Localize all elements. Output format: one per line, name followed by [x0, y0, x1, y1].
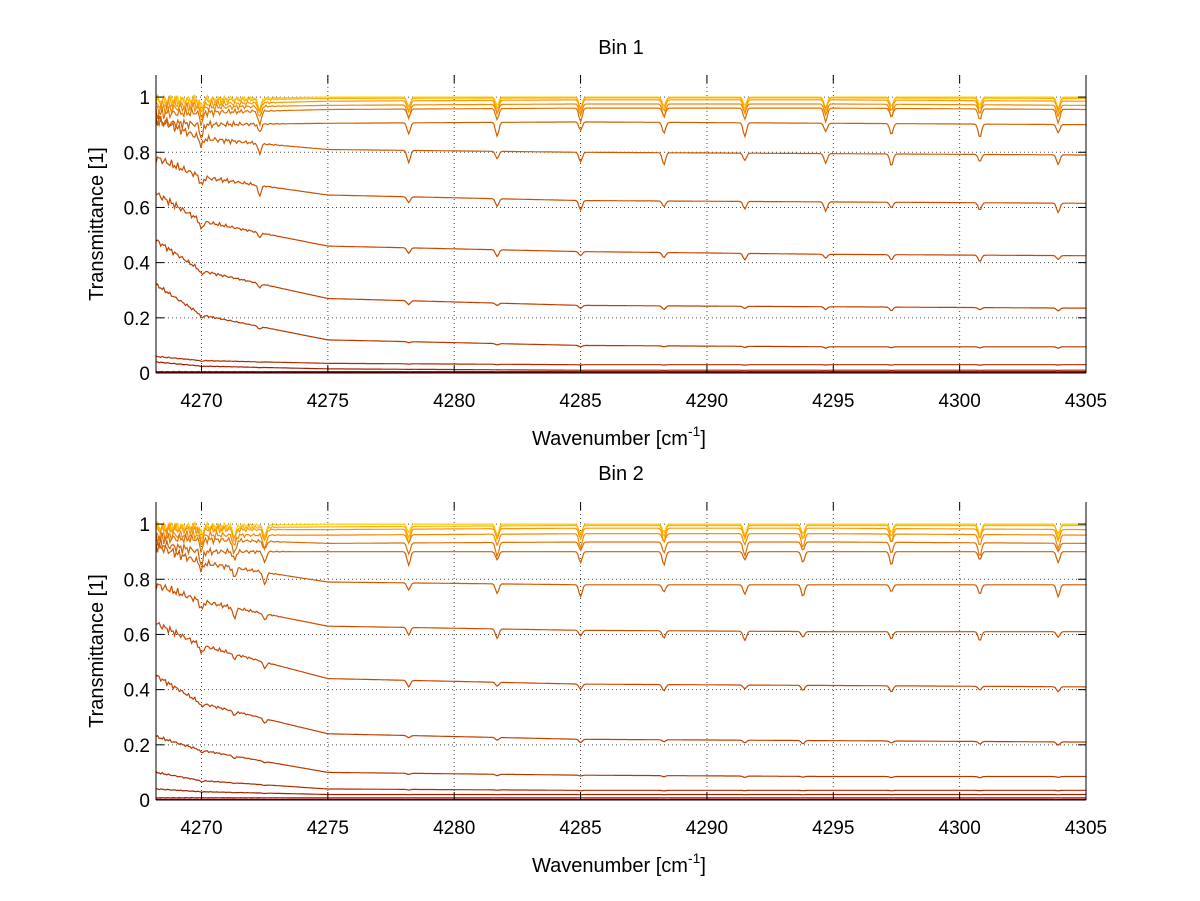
x-axis-label-end: ]	[700, 428, 706, 450]
plot-area	[156, 502, 1086, 800]
x-axis-label: Wavenumber [cm-1]	[532, 850, 706, 877]
series-line	[156, 107, 1086, 128]
x-tick-label: 4285	[559, 818, 601, 839]
x-axis-label-superscript: -1	[688, 850, 701, 866]
x-tick-label: 4295	[812, 818, 854, 839]
x-tick-label: 4290	[686, 391, 728, 412]
x-tick-label: 4280	[433, 818, 475, 839]
y-tick-label: 0.4	[124, 681, 151, 702]
y-tick-label: 1	[139, 515, 150, 536]
x-tick-label: 4305	[1065, 391, 1107, 412]
plot-area	[156, 75, 1086, 373]
x-axis-label: Wavenumber [cm-1]	[532, 423, 706, 450]
x-tick-label: 4280	[433, 391, 475, 412]
series-line	[156, 94, 1086, 115]
x-tick-label: 4275	[307, 391, 349, 412]
series-line	[156, 371, 1086, 373]
x-tick-label: 4295	[812, 391, 854, 412]
series-line	[156, 734, 1086, 779]
series-line	[156, 370, 1086, 373]
x-tick-label: 4305	[1065, 818, 1107, 839]
y-axis-label: Transmittance [1]	[86, 147, 108, 301]
chart-panel-2: 4270 4275 4280 4285 4290 4295 4300 4305 0 0.2 0.4 0…	[86, 463, 1107, 877]
series-line	[156, 521, 1086, 542]
x-tick-label: 4285	[559, 391, 601, 412]
series-line	[156, 355, 1086, 366]
chart-panel-1: 4270 4275 4280 4285 4290 4295 4300 4305 0 0.2 0.4 0…	[86, 37, 1107, 450]
x-axis-label-end: ]	[700, 855, 706, 877]
y-tick-label: 0	[139, 791, 150, 812]
series-line	[156, 674, 1086, 746]
series-line	[156, 523, 1086, 546]
y-tick-label: 0.2	[124, 309, 150, 330]
x-axis-label-superscript: -1	[688, 423, 701, 439]
series-line	[156, 788, 1086, 796]
y-axis-label: Transmittance [1]	[86, 574, 108, 728]
series-line	[156, 528, 1086, 552]
series-line	[156, 115, 1086, 139]
chart-title: Bin 2	[598, 463, 644, 485]
series-group	[156, 520, 1086, 800]
series-line	[156, 798, 1086, 800]
series-line	[156, 537, 1086, 568]
x-axis-label-text: Wavenumber [cm	[532, 855, 688, 877]
series-line	[156, 192, 1086, 262]
x-tick-label: 4300	[939, 818, 981, 839]
x-tick-label: 4300	[939, 391, 981, 412]
series-line	[156, 796, 1086, 799]
x-tick-label: 4275	[307, 818, 349, 839]
x-axis-label-text: Wavenumber [cm	[532, 428, 688, 450]
series-line	[156, 361, 1086, 372]
series-line	[156, 520, 1086, 542]
series-line	[156, 621, 1086, 693]
y-tick-label: 0.8	[124, 143, 150, 164]
y-tick-label: 1	[139, 88, 150, 109]
y-tick-label: 0.4	[124, 254, 151, 275]
series-line	[156, 100, 1086, 121]
y-tick-label: 0.6	[124, 625, 150, 646]
series-line	[156, 239, 1086, 312]
series-line	[156, 583, 1086, 642]
x-tick-label: 4290	[686, 818, 728, 839]
series-line	[156, 532, 1086, 559]
x-tick-label: 4270	[180, 818, 222, 839]
chart-title: Bin 1	[598, 37, 644, 59]
y-tick-label: 0.8	[124, 570, 150, 591]
y-tick-label: 0.6	[124, 198, 150, 219]
series-line	[156, 93, 1086, 113]
series-group	[156, 93, 1086, 373]
y-tick-label: 0.2	[124, 736, 150, 757]
x-tick-label: 4270	[180, 391, 222, 412]
series-line	[156, 542, 1086, 599]
series-line	[156, 283, 1086, 349]
series-line	[156, 115, 1086, 166]
series-line	[156, 771, 1086, 792]
y-tick-label: 0	[139, 364, 150, 385]
series-line	[156, 98, 1086, 121]
series-line	[156, 156, 1086, 214]
